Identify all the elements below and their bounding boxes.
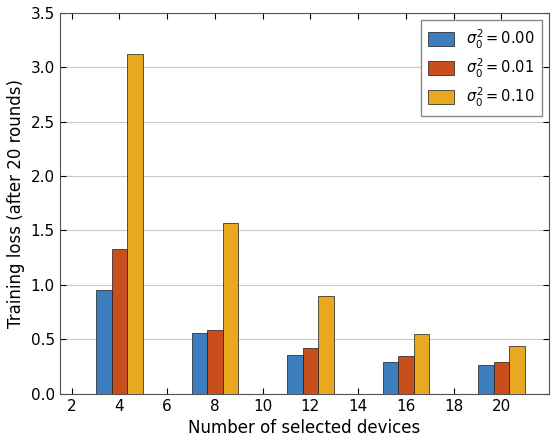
- Bar: [478, 365, 494, 394]
- X-axis label: Number of selected devices: Number of selected devices: [188, 419, 420, 437]
- Bar: [287, 355, 302, 394]
- Bar: [414, 334, 429, 394]
- Bar: [207, 330, 222, 394]
- Bar: [127, 54, 142, 394]
- Bar: [191, 333, 207, 394]
- Bar: [494, 361, 509, 394]
- Bar: [302, 349, 318, 394]
- Bar: [383, 361, 398, 394]
- Bar: [509, 346, 524, 394]
- Bar: [398, 356, 414, 394]
- Legend: $\sigma_0^2 = 0.00$, $\sigma_0^2 = 0.01$, $\sigma_0^2 = 0.10$: $\sigma_0^2 = 0.00$, $\sigma_0^2 = 0.01$…: [421, 20, 542, 116]
- Bar: [222, 223, 238, 394]
- Bar: [96, 290, 112, 394]
- Y-axis label: Training loss (after 20 rounds): Training loss (after 20 rounds): [7, 79, 25, 328]
- Bar: [318, 296, 334, 394]
- Bar: [112, 249, 127, 394]
